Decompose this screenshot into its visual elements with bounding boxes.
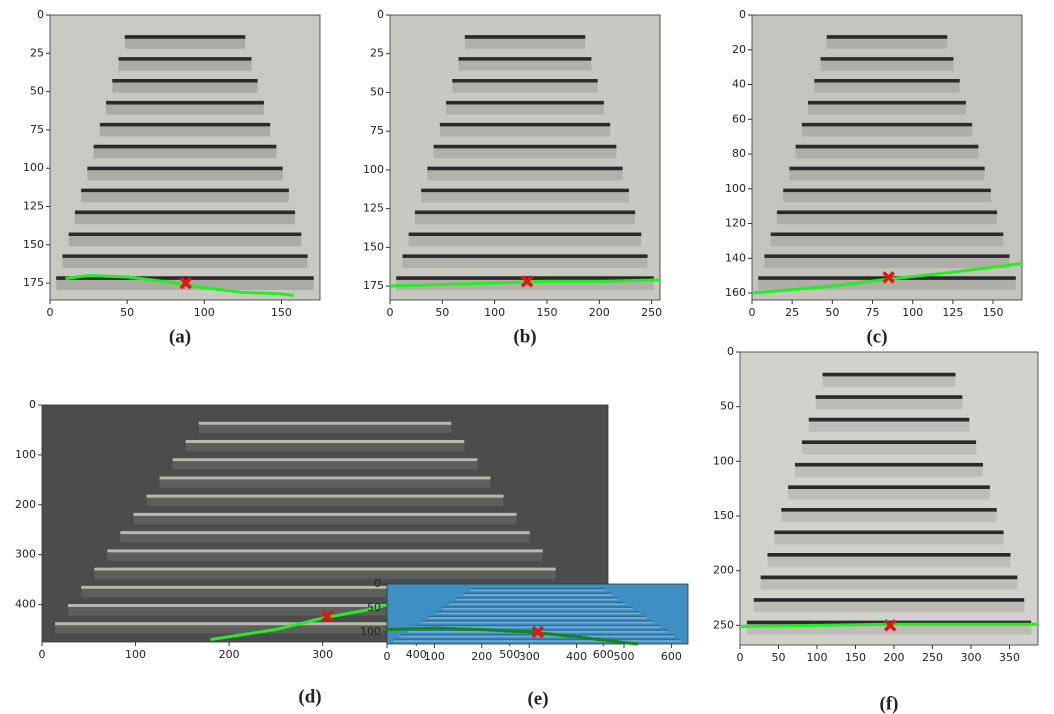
y-tick-label: 50 [30, 85, 44, 98]
y-tick-label: 0 [377, 8, 384, 21]
page: 0 50 100 150 0 25 50 75 100 125 150 175 (a) 0 50 100 150… [0, 0, 1054, 714]
x-tick-label: 250 [641, 306, 662, 319]
stair-step [199, 423, 452, 433]
x-tick-label: 600 [661, 650, 682, 663]
x-tick-label: 50 [120, 306, 134, 319]
x-tick-label: 150 [536, 306, 557, 319]
y-tick-label: 100 [713, 454, 734, 467]
y-tick-label: 175 [23, 276, 44, 289]
x-tick-label: 100 [484, 306, 505, 319]
y-tick-label: 100 [725, 182, 746, 195]
x-tick-label: 50 [825, 306, 839, 319]
y-tick-label: 50 [720, 400, 734, 413]
x-tick-label: 400 [566, 650, 587, 663]
y-tick-label: 80 [732, 147, 746, 160]
x-tick-label: 100 [902, 306, 923, 319]
y-tick-label: 120 [725, 217, 746, 230]
y-tick-label: 100 [363, 163, 384, 176]
caption: (c) [866, 326, 887, 347]
x-tick-label: 200 [471, 650, 492, 663]
stair-step [173, 460, 478, 470]
x-tick-label: 300 [519, 650, 540, 663]
x-tick-label: 0 [749, 306, 756, 319]
x-tick-label: 0 [39, 648, 46, 661]
x-tick-label: 0 [737, 651, 744, 664]
y-tick-label: 150 [713, 509, 734, 522]
x-tick-label: 500 [614, 650, 635, 663]
x-tick-label: 0 [47, 306, 54, 319]
x-tick-label: 150 [845, 651, 866, 664]
caption: (d) [298, 686, 321, 707]
x-tick-label: 25 [785, 306, 799, 319]
y-tick-label: 140 [725, 251, 746, 264]
x-tick-label: 100 [424, 650, 445, 663]
y-tick-label: 200 [713, 564, 734, 577]
x-tick-label: 50 [772, 651, 786, 664]
stair-step [186, 441, 465, 451]
figure: 0 50 100 150 0 25 50 75 100 125 150 175 (a) 0 50 100 150… [0, 0, 1054, 714]
y-tick-label: 50 [370, 85, 384, 98]
x-tick-label: 75 [866, 306, 880, 319]
stair-step [146, 496, 503, 506]
x-tick-label: 150 [271, 306, 292, 319]
x-tick-label: 300 [961, 651, 982, 664]
x-tick-label: 125 [942, 306, 963, 319]
x-tick-label: 100 [125, 648, 146, 661]
x-tick-label: 600 [593, 648, 614, 661]
y-tick-label: 75 [30, 123, 44, 136]
y-tick-label: 0 [37, 8, 44, 21]
y-tick-label: 100 [23, 161, 44, 174]
x-tick-label: 350 [999, 651, 1020, 664]
x-tick-label: 200 [219, 648, 240, 661]
x-tick-label: 200 [589, 306, 610, 319]
y-tick-label: 20 [732, 43, 746, 56]
caption: (a) [169, 326, 191, 347]
y-tick-label: 175 [363, 279, 384, 292]
y-tick-label: 160 [725, 286, 746, 299]
x-tick-label: 300 [312, 648, 333, 661]
y-tick-label: 150 [23, 238, 44, 251]
y-tick-label: 0 [29, 398, 36, 411]
y-tick-label: 0 [374, 577, 381, 590]
y-tick-label: 125 [363, 202, 384, 215]
y-tick-label: 50 [367, 601, 381, 614]
x-tick-label: 250 [922, 651, 943, 664]
y-tick-label: 100 [360, 625, 381, 638]
y-tick-label: 75 [370, 124, 384, 137]
y-tick-label: 125 [23, 200, 44, 213]
x-tick-label: 50 [435, 306, 449, 319]
y-tick-label: 60 [732, 112, 746, 125]
y-tick-label: 25 [370, 47, 384, 60]
x-tick-label: 100 [194, 306, 215, 319]
y-tick-label: 250 [713, 618, 734, 631]
x-tick-label: 500 [499, 648, 520, 661]
y-tick-label: 0 [739, 8, 746, 21]
y-tick-label: 400 [15, 598, 36, 611]
y-tick-label: 200 [15, 498, 36, 511]
stair-step [160, 478, 491, 488]
x-tick-label: 200 [884, 651, 905, 664]
caption: (e) [527, 688, 548, 709]
caption: (f) [880, 693, 899, 714]
x-tick-label: 0 [384, 650, 391, 663]
x-tick-label: 150 [983, 306, 1004, 319]
y-tick-label: 150 [363, 240, 384, 253]
x-tick-label: 0 [387, 306, 394, 319]
caption: (b) [513, 326, 536, 347]
y-tick-label: 0 [727, 345, 734, 358]
y-tick-label: 300 [15, 548, 36, 561]
y-tick-label: 100 [15, 448, 36, 461]
x-tick-label: 100 [807, 651, 828, 664]
y-tick-label: 25 [30, 46, 44, 59]
y-tick-label: 40 [732, 78, 746, 91]
